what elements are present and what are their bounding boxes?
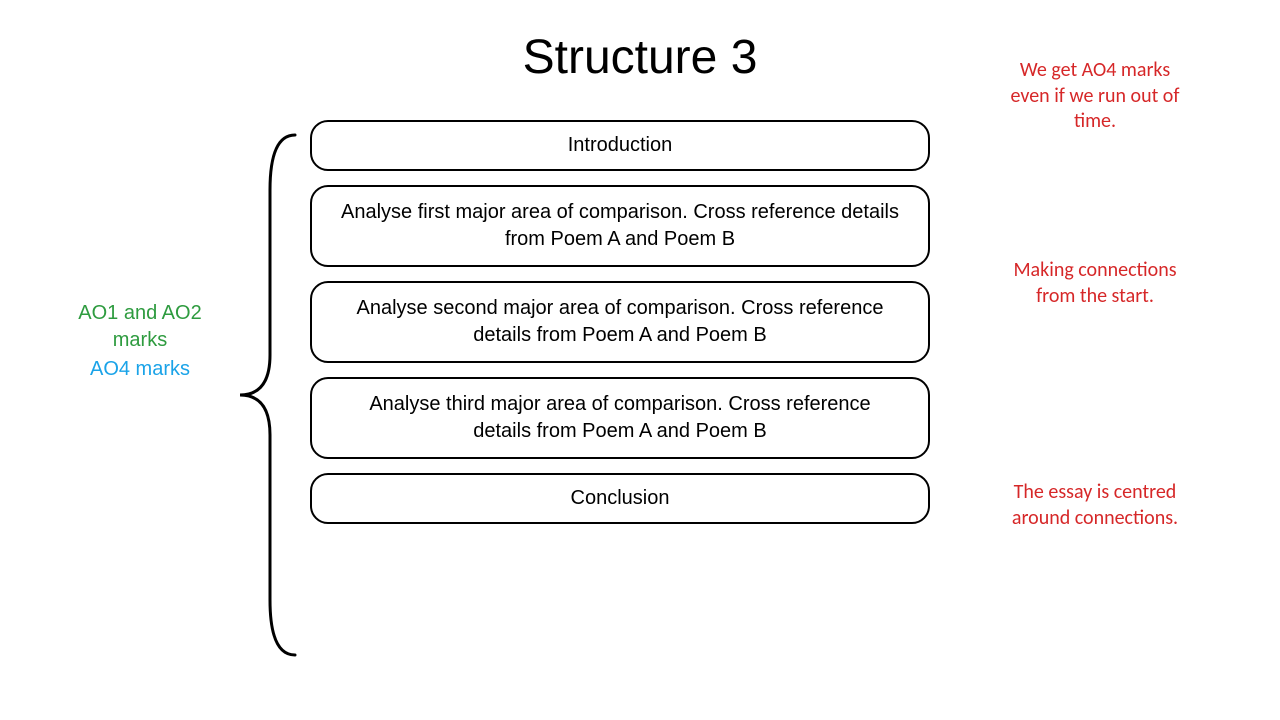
left-labels: AO1 and AO2 marks AO4 marks	[55, 300, 225, 383]
ao4-label: AO4 marks	[55, 356, 225, 383]
brace-icon	[230, 130, 300, 660]
right-note-1: We get AO4 marks even if we run out of t…	[1000, 58, 1190, 135]
structure-box-introduction: Introduction	[310, 120, 930, 171]
right-note-2: Making connections from the start.	[1000, 258, 1190, 309]
structure-box-conclusion: Conclusion	[310, 473, 930, 524]
structure-boxes: Introduction Analyse first major area of…	[310, 120, 930, 538]
right-note-3: The essay is centred around connections.	[1000, 480, 1190, 531]
structure-box-area-1: Analyse first major area of comparison. …	[310, 185, 930, 267]
structure-box-area-2: Analyse second major area of comparison.…	[310, 281, 930, 363]
ao1-ao2-label: AO1 and AO2 marks	[55, 300, 225, 354]
canvas: Structure 3 Introduction Analyse first m…	[0, 0, 1280, 720]
structure-box-area-3: Analyse third major area of comparison. …	[310, 377, 930, 459]
